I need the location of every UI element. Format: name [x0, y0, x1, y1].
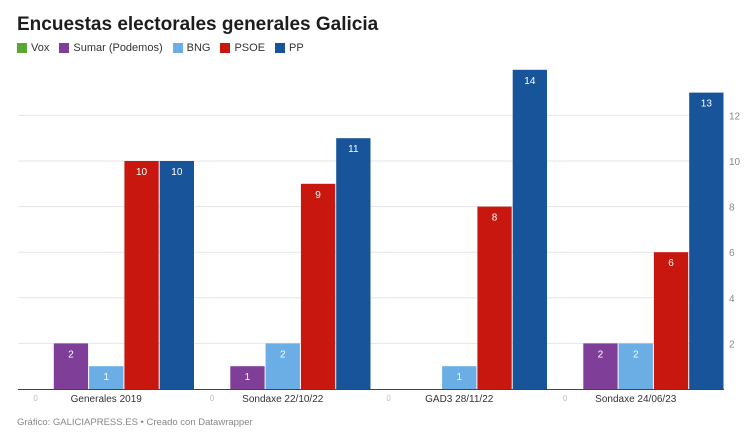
- legend-label: Sumar (Podemos): [73, 42, 163, 54]
- y-tick-label: 4: [729, 294, 735, 305]
- legend-swatch: [17, 43, 27, 53]
- data-label: 10: [136, 167, 148, 178]
- legend-item-bng: BNG: [172, 42, 211, 54]
- legend-swatch: [172, 43, 183, 53]
- data-label: 8: [492, 213, 498, 224]
- bar-pp: [159, 161, 194, 389]
- data-label: 10: [171, 167, 183, 178]
- legend-label: PP: [289, 42, 304, 54]
- data-label: 0: [386, 394, 391, 403]
- bar-bng: [442, 366, 477, 389]
- data-label: 1: [245, 372, 251, 383]
- y-tick-label: 8: [729, 203, 735, 214]
- bar-psoe: [477, 206, 512, 389]
- x-tick-label: Generales 2019: [71, 394, 143, 405]
- data-label: 11: [348, 144, 359, 155]
- data-label: 1: [456, 372, 462, 383]
- bar-bng: [265, 343, 300, 389]
- data-label: 1: [103, 372, 109, 383]
- bar-psoe: [653, 252, 689, 389]
- legend-label: BNG: [186, 42, 211, 54]
- data-label: 2: [598, 349, 604, 360]
- legend-item-pp: PP: [275, 42, 304, 54]
- data-label: 0: [563, 394, 568, 403]
- bar-sumar-podemos-: [53, 343, 89, 389]
- bar-psoe: [124, 161, 159, 389]
- y-tick-label: 10: [729, 157, 741, 168]
- bar-sumar-podemos-: [583, 343, 618, 389]
- bar-pp: [336, 138, 371, 389]
- legend-label: Vox: [31, 42, 50, 54]
- data-label: 9: [315, 190, 321, 201]
- bar-pp: [689, 92, 724, 389]
- footer-credit: Gráfico: GALICIAPRESS.ES • Creado con Da…: [17, 417, 253, 428]
- legend-swatch: [220, 43, 231, 53]
- data-label: 2: [68, 349, 74, 360]
- bar-psoe: [300, 183, 336, 389]
- bar-pp: [512, 69, 547, 390]
- chart-title: Encuestas electorales generales Galicia: [17, 14, 379, 35]
- data-label: 13: [701, 99, 713, 110]
- data-label: 14: [524, 76, 536, 87]
- data-label: 0: [33, 394, 38, 403]
- x-tick-label: Sondaxe 24/06/23: [595, 394, 677, 405]
- legend-swatch: [59, 43, 70, 53]
- legend-swatch: [275, 43, 286, 53]
- legend-item-sumar-podemos-: Sumar (Podemos): [59, 42, 163, 54]
- legend-item-psoe: PSOE: [220, 42, 265, 54]
- data-label: 0: [210, 394, 215, 403]
- bar-bng: [618, 343, 653, 389]
- x-tick-label: GAD3 28/11/22: [425, 394, 494, 405]
- data-label: 2: [280, 349, 286, 360]
- bar-bng: [89, 366, 124, 389]
- legend: Vox Sumar (Podemos) BNG PSOE PP: [17, 42, 304, 54]
- data-label: 2: [633, 349, 639, 360]
- y-tick-label: 6: [729, 248, 735, 259]
- legend-item-vox: Vox: [17, 42, 49, 54]
- y-tick-label: 2: [729, 339, 735, 350]
- y-tick-label: 12: [729, 111, 741, 122]
- bar-sumar-podemos-: [230, 366, 265, 389]
- x-tick-label: Sondaxe 22/10/22: [242, 394, 324, 405]
- legend-label: PSOE: [234, 42, 266, 54]
- data-label: 6: [668, 258, 674, 269]
